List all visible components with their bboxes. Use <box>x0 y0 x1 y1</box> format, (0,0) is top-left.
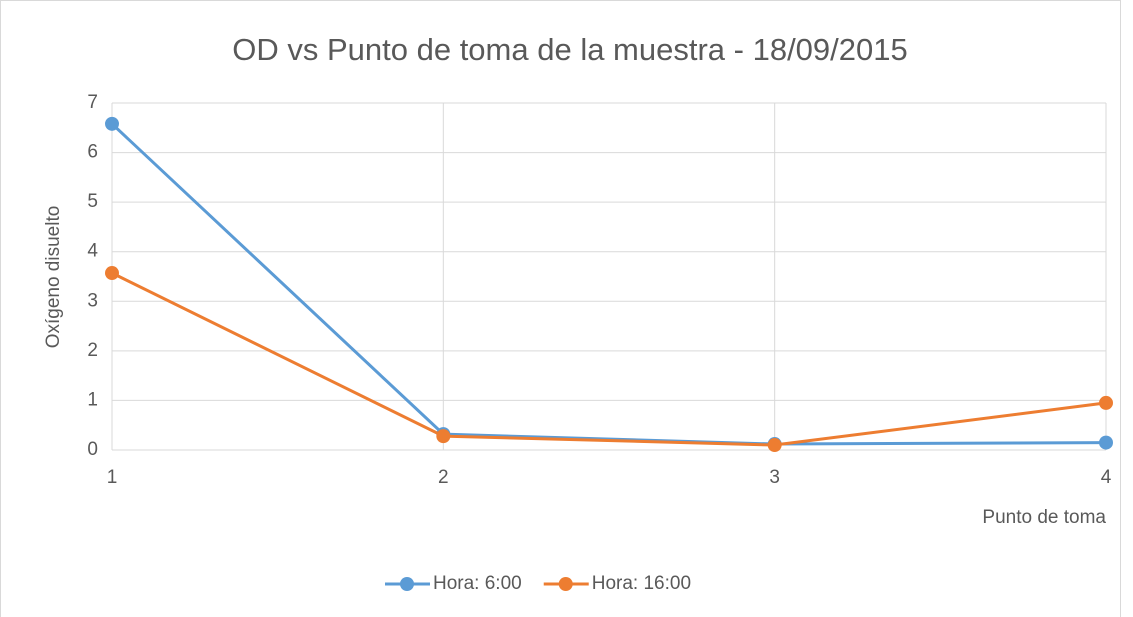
series-line <box>111 271 1107 447</box>
y-axis-label: Oxígeno disuelto <box>43 206 64 349</box>
y-tick-label: 7 <box>87 92 98 113</box>
data-point <box>767 438 782 453</box>
data-point <box>105 266 119 281</box>
x-tick-label: 2 <box>438 467 449 488</box>
y-tick-label: 4 <box>87 241 98 262</box>
data-point <box>105 116 119 131</box>
y-tick-label: 1 <box>87 389 98 410</box>
legend-swatch <box>558 577 573 591</box>
x-tick-label: 3 <box>769 467 780 488</box>
x-tick-label: 1 <box>107 467 118 488</box>
legend-label: Hora: 16:00 <box>592 573 691 594</box>
y-tick-label: 3 <box>87 290 98 311</box>
legend-swatch <box>400 577 414 591</box>
data-point <box>436 429 451 444</box>
data-point <box>1099 435 1113 450</box>
y-tick-label: 0 <box>87 439 98 460</box>
y-tick-label: 5 <box>87 191 98 212</box>
chart-title: OD vs Punto de toma de la muestra - 18/0… <box>232 32 908 67</box>
legend-label: Hora: 6:00 <box>433 573 522 594</box>
y-tick-label: 2 <box>87 340 98 361</box>
x-tick-label: 4 <box>1101 467 1112 488</box>
x-axis-label: Punto de toma <box>982 507 1106 528</box>
data-point <box>1099 395 1113 410</box>
y-tick-label: 6 <box>87 142 98 163</box>
